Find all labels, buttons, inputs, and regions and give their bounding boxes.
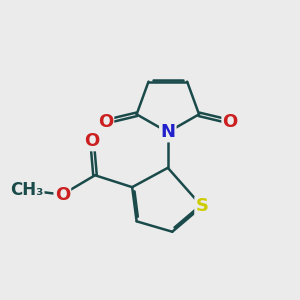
Text: O: O (55, 186, 70, 204)
Text: O: O (84, 132, 100, 150)
Text: S: S (196, 197, 208, 215)
Text: N: N (160, 123, 175, 141)
Text: CH₃: CH₃ (10, 181, 43, 199)
Text: O: O (223, 113, 238, 131)
Text: O: O (98, 113, 113, 131)
